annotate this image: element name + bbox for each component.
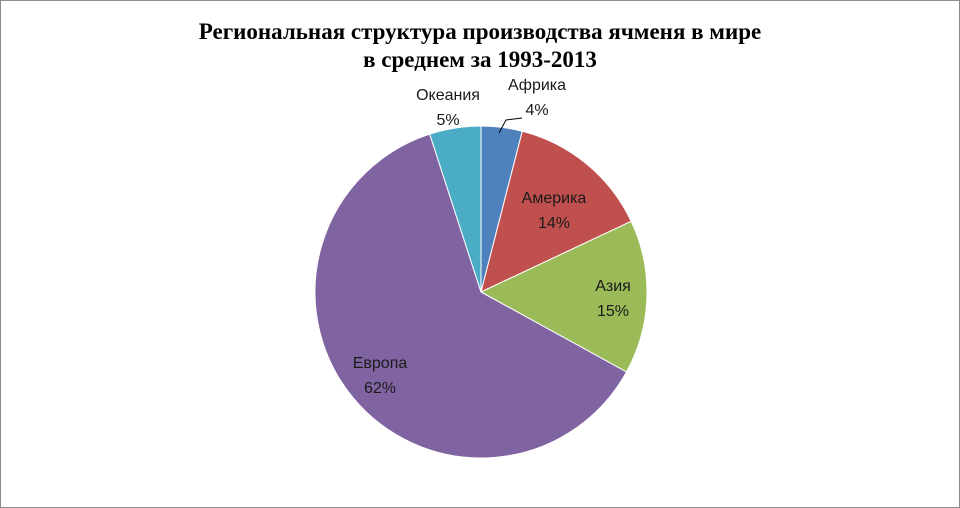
pie-slice-oceania	[429, 125, 482, 293]
chart-title-line-2: в среднем за 1993-2013	[363, 47, 597, 72]
pie-slices	[314, 125, 648, 459]
chart-title-line-1: Региональная структура производства ячме…	[198, 19, 762, 44]
pie-slice-europe	[314, 133, 628, 459]
slice-label-africa: Африка	[508, 77, 566, 94]
pie-slice-america	[480, 130, 632, 293]
slice-label-asia: Азия	[595, 278, 631, 295]
slice-label-europe: Европа	[353, 355, 408, 372]
slice-value-europe: 62%	[364, 380, 396, 397]
slice-value-africa: 4%	[525, 102, 548, 119]
slice-value-america: 14%	[538, 215, 570, 232]
pie-slice-asia	[479, 220, 648, 373]
pie-labels: Африка 4% Америка 14% Азия 15% Европа 62% Океани…	[353, 77, 631, 397]
slice-label-oceania: Океания	[416, 87, 480, 104]
chart-title: Региональная структура производства ячме…	[0, 18, 960, 74]
leader-line-africa	[498, 117, 523, 134]
slice-value-asia: 15%	[597, 303, 629, 320]
slice-value-oceania: 5%	[436, 112, 459, 129]
slice-label-america: Америка	[522, 190, 587, 207]
